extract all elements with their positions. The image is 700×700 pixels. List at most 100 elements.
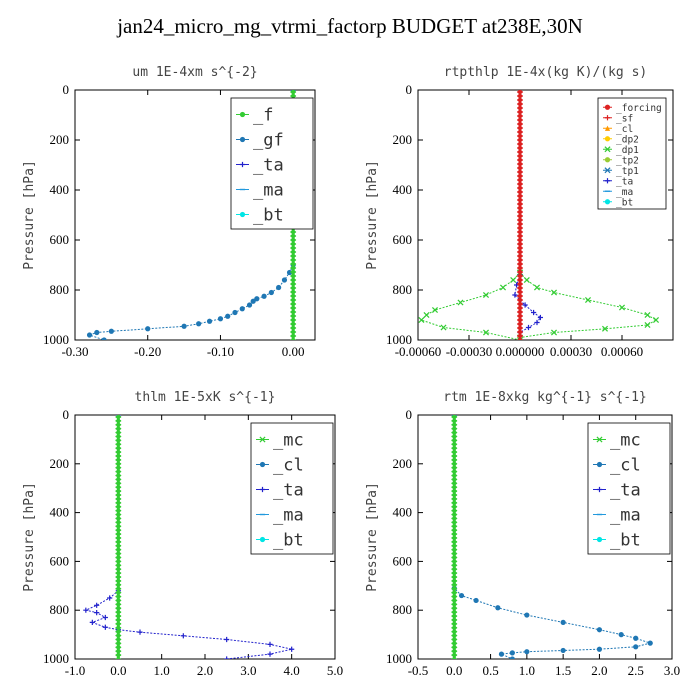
legend-label: _mc: [610, 431, 641, 451]
legend-label: _cl: [273, 456, 304, 476]
series-ta-point: [531, 309, 537, 316]
legend-marker: [239, 136, 246, 143]
y-tick-label: 200: [393, 456, 413, 471]
legend-label: _ta: [616, 176, 633, 187]
zero-line-point: [115, 654, 122, 659]
zero-line-point: [451, 654, 458, 659]
figure-title: jan24_micro_mg_vtrmi_factorp BUDGET at23…: [117, 14, 583, 38]
plot-area: [83, 415, 295, 659]
panel-rtm: rtm 1E-8xkg kg^{-1} s^{-1} Pressure [hPa]…: [365, 390, 680, 678]
profile-point: [101, 337, 107, 340]
profile-point: [250, 298, 256, 304]
panel-rtpthlp: rtpthlp 1E-4x(kg K)/(kg s) Pressure [hPa]…: [365, 65, 674, 359]
series-dp1-point: [550, 329, 558, 336]
legend-marker: [604, 115, 611, 121]
legend-marker: [259, 536, 266, 543]
x-tick-label: 1.5: [555, 663, 571, 678]
plot-area: [418, 90, 660, 340]
legend-label: _f: [253, 106, 273, 126]
x-tick-label: -0.20: [134, 344, 161, 359]
profile-point: [239, 306, 245, 312]
legend-label: _bt: [610, 531, 641, 551]
profile-point: [618, 632, 624, 638]
legend-box: [250, 422, 334, 555]
panel-title: rtpthlp 1E-4x(kg K)/(kg s): [444, 65, 648, 80]
legend-marker: [604, 167, 611, 174]
profile-point: [473, 597, 479, 604]
y-tick-label: 800: [50, 602, 70, 617]
profile-point: [246, 302, 253, 308]
x-tick-label: 5.0: [327, 663, 343, 678]
series-dp1-point: [457, 299, 464, 306]
series-dp1-point: [523, 276, 530, 284]
legend-marker: [604, 136, 611, 142]
series-dp1-point: [584, 296, 592, 304]
panel-thlm: thlm 1E-5xK s^{-1} Pressure [hPa] 0 200 400 6…: [22, 390, 343, 678]
legend-label: _sf: [616, 113, 633, 124]
x-tick-label: 2.0: [591, 663, 607, 678]
series-ta-point: [89, 619, 95, 625]
legend-label: _mc: [273, 431, 304, 451]
panel-title: um 1E-4xm s^{-2}: [132, 65, 257, 80]
y-tick-label: 600: [393, 553, 413, 568]
series-ta-line: [514, 274, 542, 340]
series-dp1-point: [644, 321, 651, 329]
x-tick-label: 1.0: [519, 663, 535, 678]
series-ta-point: [522, 302, 528, 308]
legend-box: [587, 422, 671, 555]
series-ta-point: [102, 614, 108, 621]
zero-line-point: [290, 334, 297, 340]
y-tick-label: 0: [63, 407, 70, 422]
legend-marker: [604, 146, 611, 153]
legend-label: _dp2: [616, 134, 639, 145]
series-ta-point: [512, 292, 518, 298]
profile-point: [94, 329, 100, 336]
legend-label: _cl: [610, 456, 641, 476]
legend-label: _dp1: [616, 145, 639, 156]
profile-line: [87, 90, 294, 340]
series-ta-point: [534, 319, 540, 326]
series-ta-point: [102, 624, 108, 630]
profile-point: [633, 644, 639, 650]
series-dp1-point: [431, 306, 439, 314]
series-ta-point: [224, 656, 230, 659]
panel-title: thlm 1E-5xK s^{-1}: [135, 390, 276, 405]
profile-point: [509, 656, 515, 659]
profile-point: [633, 635, 639, 641]
x-tick-label: -0.00060: [395, 344, 442, 359]
series-dp1-point: [550, 289, 558, 296]
legend-marker: [604, 125, 611, 131]
series-dp1-point: [482, 291, 490, 299]
y-tick-label: 800: [50, 282, 70, 297]
panel-um: um 1E-4xm s^{-2} Pressure [hPa] 0 200 400 600…: [22, 65, 316, 359]
legend-marker: [259, 486, 266, 493]
y-tick-label: 0: [63, 82, 70, 97]
x-tick-label: -0.00030: [446, 344, 493, 359]
series-dp1-point: [618, 304, 626, 311]
profile-point: [596, 627, 603, 633]
series-ta-point: [94, 610, 100, 616]
y-tick-label: 800: [393, 282, 413, 297]
legend-label: _bt: [273, 531, 304, 551]
profile-point: [225, 313, 231, 319]
profile-point: [524, 649, 530, 655]
legend-marker: [259, 461, 266, 468]
panel-title: rtm 1E-8xkg kg^{-1} s^{-1}: [443, 390, 647, 405]
plot-frame: [417, 414, 673, 660]
y-tick-label: 400: [393, 505, 413, 520]
profile-point: [596, 646, 603, 652]
y-tick-label: 400: [50, 182, 70, 197]
profile-point: [458, 592, 465, 599]
x-tick-label: 0.00030: [550, 344, 592, 359]
legend-marker: [596, 436, 603, 443]
series-ta-point: [224, 636, 230, 643]
y-tick-label: 800: [393, 602, 413, 617]
profile-point: [217, 316, 224, 322]
zero-line-point: [516, 334, 524, 340]
x-tick-label: 2.0: [197, 663, 213, 678]
plot-frame: [417, 89, 674, 341]
profile-point: [86, 332, 93, 338]
profile-point: [281, 277, 288, 283]
y-tick-label: 200: [393, 132, 413, 147]
